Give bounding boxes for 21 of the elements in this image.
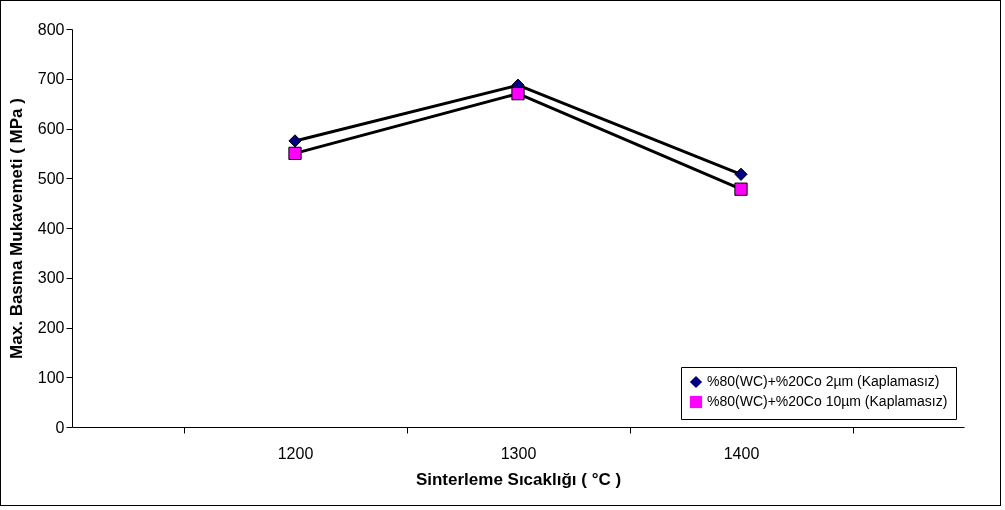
y-tick-label: 700 xyxy=(37,70,65,88)
legend-label: %80(WC)+%20Co 10µm (Kaplamasız) xyxy=(707,393,948,409)
point xyxy=(734,167,748,181)
y-tick-label: 800 xyxy=(37,20,65,38)
y-tick-label: 500 xyxy=(37,169,65,187)
x-tick-label: 1300 xyxy=(500,444,537,462)
y-axis-title: Max. Basma Mukavemeti ( MPa ) xyxy=(6,98,26,359)
point xyxy=(511,87,525,101)
point xyxy=(288,134,302,148)
point xyxy=(288,146,302,160)
y-tick-label: 400 xyxy=(37,219,65,237)
x-tick-label: 1200 xyxy=(277,444,314,462)
x-tick-label: 1400 xyxy=(723,444,760,462)
y-tick-label: 0 xyxy=(55,418,65,436)
y-tick-label: 100 xyxy=(37,368,65,386)
x-axis-title: Sinterleme Sıcaklığı ( °C ) xyxy=(415,469,622,489)
y-tick-label: 600 xyxy=(37,120,65,137)
y-tick-label: 300 xyxy=(37,269,65,287)
y-tick-label: 200 xyxy=(37,319,65,336)
legend-label: %80(WC)+%20Co 2µm (Kaplamasız) xyxy=(707,373,940,389)
point xyxy=(734,182,748,196)
